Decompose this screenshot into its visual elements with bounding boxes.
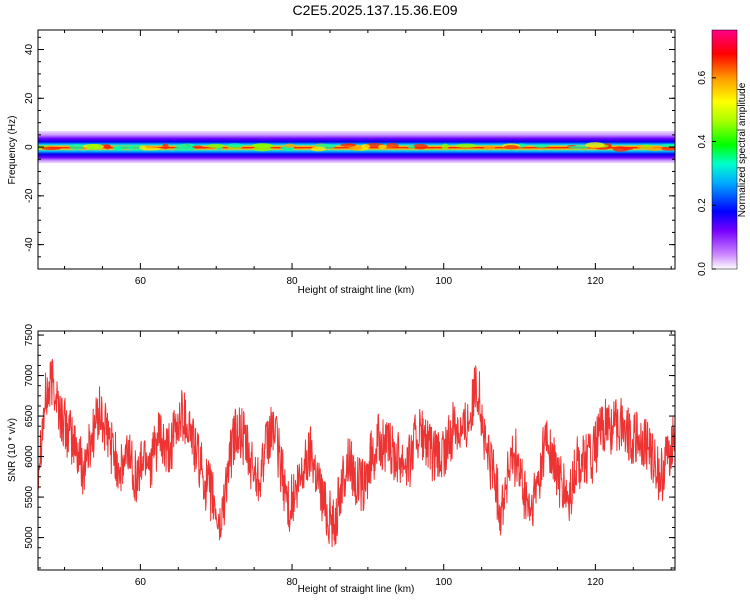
- spectral-band-texture: [455, 143, 477, 148]
- snr-x-label: Height of straight line (km): [298, 584, 415, 595]
- snr-x-tick-label: 100: [435, 577, 452, 588]
- spectral-band-texture: [41, 146, 62, 151]
- spectral-band-texture: [85, 143, 103, 150]
- spectrogram-x-tick-label: 120: [587, 276, 604, 287]
- spectrogram-x-tick-label: 100: [435, 276, 452, 287]
- spectral-band-texture: [252, 146, 272, 152]
- spectral-band-texture: [311, 146, 326, 152]
- snr-y-tick-label: 6500: [24, 405, 35, 428]
- spectral-band-texture: [192, 145, 204, 149]
- snr-x-ticks: 60 80 100 120: [64, 331, 672, 588]
- spectral-band-texture: [112, 145, 135, 150]
- spectrogram-y-ticks: -40 -20 0 20 40: [24, 36, 675, 270]
- spectral-band-texture: [361, 144, 371, 150]
- colorbar-gradient: [711, 29, 738, 270]
- spectral-band-texture: [636, 144, 645, 149]
- snr-y-tick-label: 5000: [24, 526, 35, 549]
- colorbar-tick-label: 0.0: [697, 262, 708, 276]
- snr-series-line: [38, 358, 675, 548]
- snr-y-tick-label: 6000: [24, 445, 35, 468]
- snr-x-tick-label: 60: [135, 577, 147, 588]
- spectrogram-y-tick-label: 0: [24, 144, 35, 150]
- spectrogram-y-tick-label: 40: [24, 44, 35, 56]
- spectral-band-texture: [173, 146, 196, 151]
- spectral-band-texture: [483, 145, 496, 150]
- spectral-band: [38, 130, 675, 164]
- spectral-band-texture: [620, 146, 634, 151]
- spectral-band-texture: [585, 142, 605, 149]
- spectral-band-texture: [503, 145, 520, 150]
- spectral-band-texture: [284, 143, 296, 148]
- snr-y-tick-label: 5500: [24, 486, 35, 509]
- spectrogram-y-label: Frequency (Hz): [7, 116, 18, 185]
- snr-x-tick-label: 80: [286, 577, 298, 588]
- snr-panel: 60 80 100 120 5000 5500 6000 6500 7000 7500 Heig…: [7, 323, 676, 595]
- spectral-band-texture: [206, 143, 225, 149]
- snr-y-tick-label: 7500: [24, 323, 35, 346]
- spectral-band-texture: [69, 144, 85, 150]
- spectral-band-texture: [227, 143, 244, 148]
- spectral-band-texture: [645, 146, 664, 151]
- spectrogram-panel: 60 80 100 120 -40 -20 0 20 40 Height of straigh…: [7, 29, 676, 296]
- snr-y-label: SNR (10 * v/v): [7, 418, 18, 482]
- spectrogram-x-label: Height of straight line (km): [298, 285, 415, 296]
- spectral-band-texture: [377, 144, 387, 150]
- colorbar-tick-label: 0.4: [697, 134, 708, 148]
- snr-x-tick-label: 120: [587, 577, 604, 588]
- spectral-band-texture: [162, 143, 169, 150]
- page-title: C2E5.2025.137.15.36.E09: [292, 2, 458, 18]
- spectral-band-texture: [441, 143, 449, 150]
- snr-y-tick-label: 7000: [24, 364, 35, 387]
- spectrogram-y-tick-label: -20: [24, 188, 35, 203]
- spectral-band-texture: [340, 143, 357, 147]
- spectral-band-texture: [386, 142, 399, 149]
- colorbar: 0.0 0.2 0.4 0.6 Normalized spectral amplitu…: [697, 29, 748, 276]
- spectrogram-x-ticks: 60 80 100 120: [64, 30, 672, 287]
- spectrogram-y-tick-label: -40: [24, 237, 35, 252]
- spectrogram-frame: [37, 29, 676, 270]
- spectral-band-texture: [660, 143, 675, 148]
- snr-frame: [37, 330, 676, 571]
- colorbar-tick-label: 0.2: [697, 198, 708, 212]
- colorbar-label: Normalized spectral amplitude: [737, 82, 748, 217]
- spectrogram-x-tick-label: 80: [286, 276, 298, 287]
- spectral-band-texture: [407, 145, 416, 149]
- spectrogram-y-tick-label: 20: [24, 92, 35, 104]
- spectral-band-texture: [139, 145, 147, 150]
- spectral-band-texture: [413, 143, 428, 150]
- spectral-band-texture: [568, 145, 589, 149]
- snr-y-ticks: 5000 5500 6000 6500 7000 7500: [24, 323, 675, 569]
- colorbar-ticks: 0.0 0.2 0.4 0.6: [697, 70, 716, 276]
- spectrogram-x-tick-label: 60: [135, 276, 147, 287]
- spectral-band-texture: [533, 144, 550, 148]
- colorbar-tick-label: 0.6: [697, 70, 708, 84]
